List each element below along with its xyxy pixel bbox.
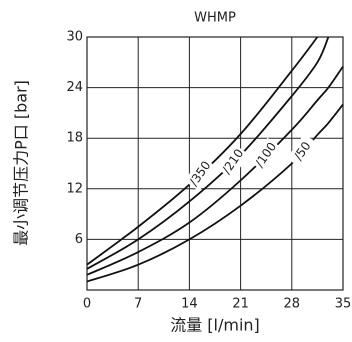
y-axis-title: 最小调节压力P口 [bar] <box>12 80 31 246</box>
x-tick-label: 14 <box>181 297 198 312</box>
x-tick-label: 28 <box>284 297 301 312</box>
x-tick-label: 0 <box>83 297 91 312</box>
label-backdrop <box>286 133 319 169</box>
x-tick-label: 7 <box>134 297 142 312</box>
y-tick-label: 30 <box>66 30 83 45</box>
y-tick-label: 24 <box>66 80 83 95</box>
x-tick-label: 21 <box>232 297 249 312</box>
x-tick-label: 35 <box>335 297 352 312</box>
label-backdrop <box>250 137 283 173</box>
y-tick-label: 6 <box>75 232 83 247</box>
y-tick-label: 12 <box>66 181 83 196</box>
line-series <box>86 66 344 276</box>
x-axis-title: 流量 [l/min] <box>170 316 260 335</box>
label-backdrop <box>184 156 217 192</box>
line-series <box>86 103 344 283</box>
y-tick-label: 18 <box>66 131 83 146</box>
chart-title: WHMP <box>194 11 236 26</box>
label-backdrop <box>217 144 250 180</box>
line-series <box>86 36 319 266</box>
